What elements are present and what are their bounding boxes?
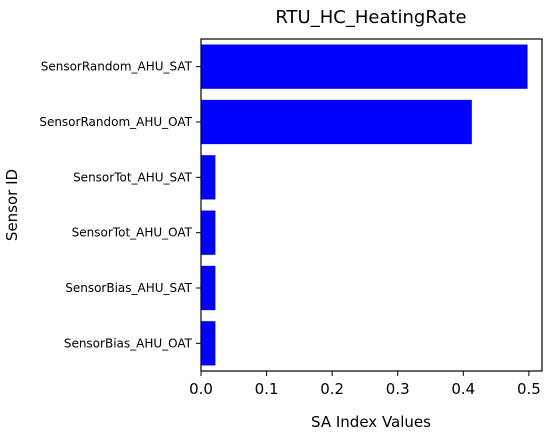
y-tick-label: SensorRandom_AHU_SAT <box>41 60 193 74</box>
x-ticks-group: 0.0 0.1 0.2 0.3 0.4 0.5 <box>189 371 541 398</box>
y-tick-label: SensorBias_AHU_OAT <box>64 336 193 350</box>
x-tick-label: 0.0 <box>189 380 213 398</box>
x-tick-label: 0.3 <box>386 380 410 398</box>
y-ticks-group: SensorRandom_AHU_SAT SensorRandom_AHU_OAT… <box>39 60 201 350</box>
bar-SensorBias_AHU_OAT <box>201 321 216 366</box>
y-tick-label: SensorBias_AHU_SAT <box>65 281 192 295</box>
y-tick-label: SensorTot_AHU_SAT <box>73 170 193 184</box>
x-axis-label: SA Index Values <box>311 413 431 431</box>
bar-SensorBias_AHU_SAT <box>201 265 216 311</box>
x-tick-label: 0.4 <box>451 380 475 398</box>
bar-SensorTot_AHU_OAT <box>201 210 216 255</box>
x-tick-label: 0.1 <box>255 380 279 398</box>
y-tick-label: SensorRandom_AHU_OAT <box>39 115 192 129</box>
bars-group <box>201 44 528 366</box>
bar-SensorTot_AHU_SAT <box>201 155 216 200</box>
bar-SensorRandom_AHU_OAT <box>201 99 472 145</box>
x-tick-label: 0.2 <box>320 380 344 398</box>
plot-frame <box>200 38 543 372</box>
y-tick-label: SensorTot_AHU_OAT <box>72 226 193 240</box>
y-axis-label: Sensor ID <box>3 169 21 241</box>
chart-title: RTU_HC_HeatingRate <box>275 7 466 28</box>
x-tick-label: 0.5 <box>517 380 541 398</box>
bar-SensorRandom_AHU_SAT <box>201 44 528 89</box>
